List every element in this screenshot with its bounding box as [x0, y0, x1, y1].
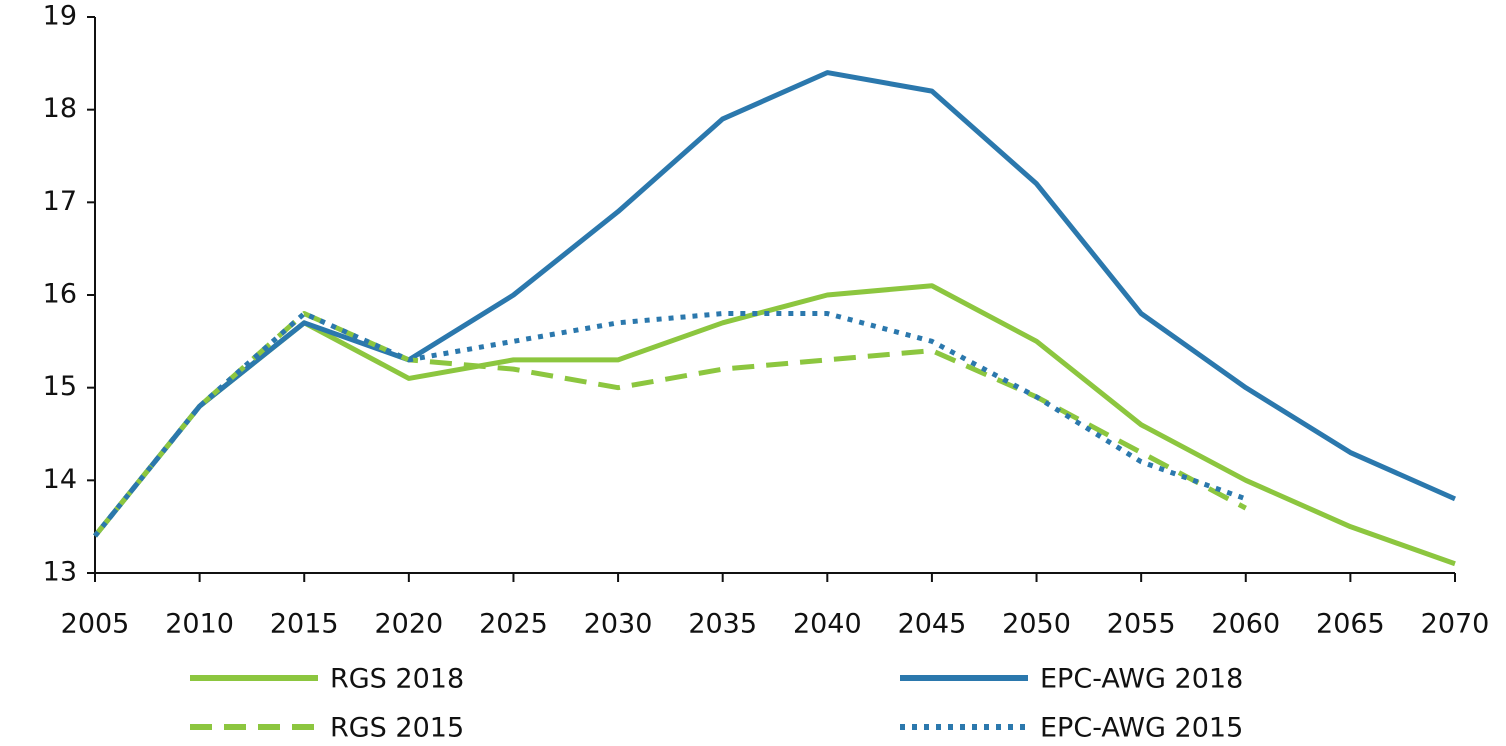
x-tick-label: 2065 [1316, 609, 1385, 640]
x-tick-label: 2005 [61, 609, 130, 640]
y-tick-label: 19 [43, 1, 77, 32]
legend-label: RGS 2018 [330, 664, 464, 695]
series-line [93, 311, 1247, 538]
y-tick-label: 18 [43, 93, 77, 124]
series-line [93, 70, 1457, 538]
y-tick-label: 15 [43, 371, 77, 402]
y-tick-label: 13 [43, 557, 77, 588]
y-tick-label: 16 [43, 279, 77, 310]
series-line [93, 283, 1456, 567]
x-tick-label: 2035 [688, 609, 757, 640]
x-tick-label: 2050 [1002, 609, 1071, 640]
x-tick-label: 2045 [898, 609, 967, 640]
x-tick-label: 2010 [165, 609, 234, 640]
series-line [93, 311, 1247, 538]
x-tick-label: 2025 [479, 609, 548, 640]
x-tick-label: 2020 [374, 609, 443, 640]
legend-label: EPC-AWG 2018 [1040, 664, 1243, 695]
x-tick-label: 2055 [1107, 609, 1176, 640]
x-tick-label: 2030 [584, 609, 653, 640]
x-tick-label: 2015 [270, 609, 339, 640]
x-tick-label: 2040 [793, 609, 862, 640]
legend-label: RGS 2015 [330, 713, 464, 744]
legend-label: EPC-AWG 2015 [1040, 713, 1243, 744]
x-tick-label: 2070 [1421, 609, 1490, 640]
x-tick-label: 2060 [1211, 609, 1280, 640]
y-tick-label: 17 [43, 186, 77, 217]
y-tick-label: 14 [43, 464, 77, 495]
